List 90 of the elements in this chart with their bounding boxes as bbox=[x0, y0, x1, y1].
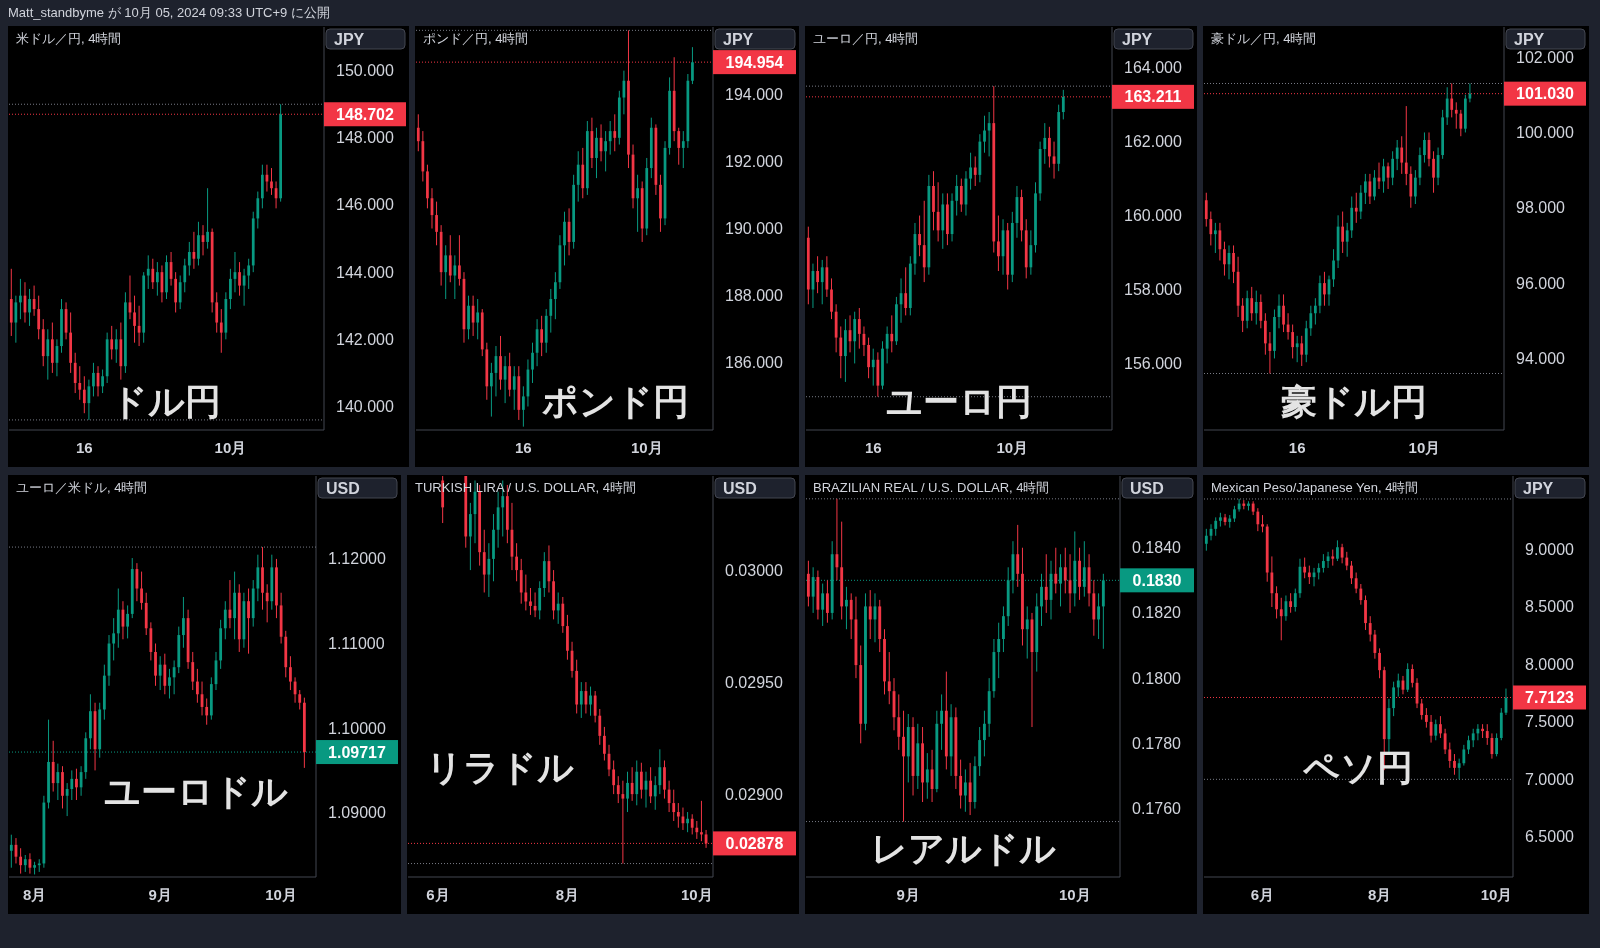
price-label: 163.211 bbox=[1124, 88, 1182, 106]
ylabel: JPY bbox=[1514, 31, 1545, 48]
y-tick-label: 0.1800 bbox=[1132, 669, 1181, 687]
x-tick-label: 8月 bbox=[22, 885, 47, 903]
y-tick-label: 144.000 bbox=[336, 263, 394, 281]
y-tick-label: 162.000 bbox=[1124, 133, 1182, 151]
y-tick-label: 0.02950 bbox=[725, 673, 783, 691]
y-tick-label: 190.000 bbox=[725, 220, 783, 237]
price-label: 0.1830 bbox=[1132, 571, 1182, 589]
y-tick-label: 6.5000 bbox=[1525, 828, 1574, 846]
subtitle: ユーロ／円, 4時間 bbox=[813, 30, 919, 46]
price-label: 0.02878 bbox=[725, 834, 784, 852]
x-tick-label: 10月 bbox=[681, 885, 713, 903]
price-label: 194.954 bbox=[725, 53, 784, 71]
x-tick-label: 8月 bbox=[1367, 885, 1392, 903]
x-tick-label: 16 bbox=[1288, 438, 1306, 456]
title: ユーロドル bbox=[104, 770, 288, 812]
y-tick-label: 194.000 bbox=[725, 85, 783, 103]
annotation: Matt_standbyme が 10月 05, 2024 09:33 UTC+9 に公開 bbox=[8, 4, 330, 20]
y-tick-label: 0.03000 bbox=[725, 561, 783, 579]
y-tick-label: 9.0000 bbox=[1525, 541, 1574, 559]
subtitle: BRAZILIAN REAL / U.S. DOLLAR, 4時間 bbox=[813, 479, 1050, 495]
price-label: 148.702 bbox=[336, 105, 394, 123]
y-tick-label: 186.000 bbox=[725, 354, 783, 372]
subtitle: ユーロ／米ドル, 4時間 bbox=[16, 479, 148, 495]
y-tick-label: 94.000 bbox=[1516, 349, 1565, 367]
price-label: 101.030 bbox=[1516, 85, 1574, 103]
ylabel: JPY bbox=[334, 31, 365, 48]
x-tick-label: 10月 bbox=[214, 438, 247, 456]
title: 豪ドル円 bbox=[1281, 380, 1427, 422]
x-tick-label: 16 bbox=[76, 438, 93, 456]
y-tick-label: 1.12000 bbox=[328, 550, 386, 568]
y-tick-label: 188.000 bbox=[725, 287, 783, 305]
x-tick-label: 10月 bbox=[1408, 438, 1441, 456]
y-tick-label: 156.000 bbox=[1124, 354, 1182, 372]
ylabel: JPY bbox=[1523, 480, 1554, 497]
x-tick-label: 16 bbox=[864, 438, 882, 456]
subtitle: ポンド／円, 4時間 bbox=[423, 30, 529, 46]
ylabel: USD bbox=[723, 480, 757, 497]
y-tick-label: 8.0000 bbox=[1525, 655, 1574, 673]
x-tick-label: 8月 bbox=[555, 885, 580, 903]
x-tick-label: 9月 bbox=[148, 885, 172, 903]
x-tick-label: 10月 bbox=[265, 885, 297, 903]
y-tick-label: 0.1840 bbox=[1132, 539, 1181, 557]
x-tick-label: 10月 bbox=[1058, 885, 1091, 903]
y-tick-label: 146.000 bbox=[336, 196, 394, 214]
x-tick-label: 16 bbox=[515, 438, 532, 456]
x-tick-label: 10月 bbox=[996, 438, 1029, 456]
y-tick-label: 100.000 bbox=[1516, 123, 1574, 141]
y-tick-label: 0.1780 bbox=[1132, 734, 1181, 752]
x-tick-label: 6月 bbox=[1250, 885, 1275, 903]
y-tick-label: 1.09000 bbox=[328, 804, 386, 822]
y-tick-label: 148.000 bbox=[336, 129, 394, 147]
y-tick-label: 164.000 bbox=[1124, 59, 1182, 77]
subtitle: Mexican Peso/Japanese Yen, 4時間 bbox=[1211, 479, 1419, 495]
y-tick-label: 0.1820 bbox=[1132, 604, 1181, 622]
ylabel: USD bbox=[326, 480, 360, 497]
y-tick-label: 0.1760 bbox=[1132, 800, 1181, 818]
y-tick-label: 0.02900 bbox=[725, 785, 783, 803]
x-tick-label: 10月 bbox=[1480, 885, 1513, 903]
title: レアルドル bbox=[870, 827, 1056, 869]
title: ペソ円 bbox=[1303, 746, 1413, 788]
price-label: 1.09717 bbox=[328, 743, 386, 761]
y-tick-label: 142.000 bbox=[336, 330, 394, 348]
subtitle: 豪ドル／円, 4時間 bbox=[1211, 30, 1317, 46]
y-tick-label: 96.000 bbox=[1516, 274, 1565, 292]
title: ポンド円 bbox=[541, 380, 689, 422]
y-tick-label: 7.0000 bbox=[1525, 770, 1574, 788]
x-tick-label: 6月 bbox=[426, 885, 450, 903]
y-tick-label: 150.000 bbox=[336, 62, 394, 80]
y-tick-label: 140.000 bbox=[336, 398, 394, 415]
title: ユーロ円 bbox=[886, 380, 1032, 422]
title: リラドル bbox=[426, 746, 574, 788]
price-label: 7.7123 bbox=[1525, 689, 1574, 706]
x-tick-label: 10月 bbox=[630, 438, 663, 456]
y-tick-label: 192.000 bbox=[725, 152, 783, 170]
ylabel: USD bbox=[1130, 480, 1164, 497]
subtitle: 米ドル／円, 4時間 bbox=[16, 30, 122, 46]
ylabel: JPY bbox=[723, 31, 754, 48]
title: ドル円 bbox=[111, 380, 221, 422]
y-tick-label: 160.000 bbox=[1124, 207, 1182, 225]
y-tick-label: 98.000 bbox=[1516, 199, 1565, 217]
y-tick-label: 1.11000 bbox=[328, 635, 385, 652]
y-tick-label: 7.5000 bbox=[1525, 713, 1574, 731]
y-tick-label: 158.000 bbox=[1124, 281, 1182, 298]
x-tick-label: 9月 bbox=[896, 885, 920, 903]
y-tick-label: 102.000 bbox=[1516, 48, 1574, 66]
y-tick-label: 8.5000 bbox=[1525, 598, 1574, 616]
ylabel: JPY bbox=[1122, 31, 1153, 48]
y-tick-label: 1.10000 bbox=[328, 719, 386, 737]
